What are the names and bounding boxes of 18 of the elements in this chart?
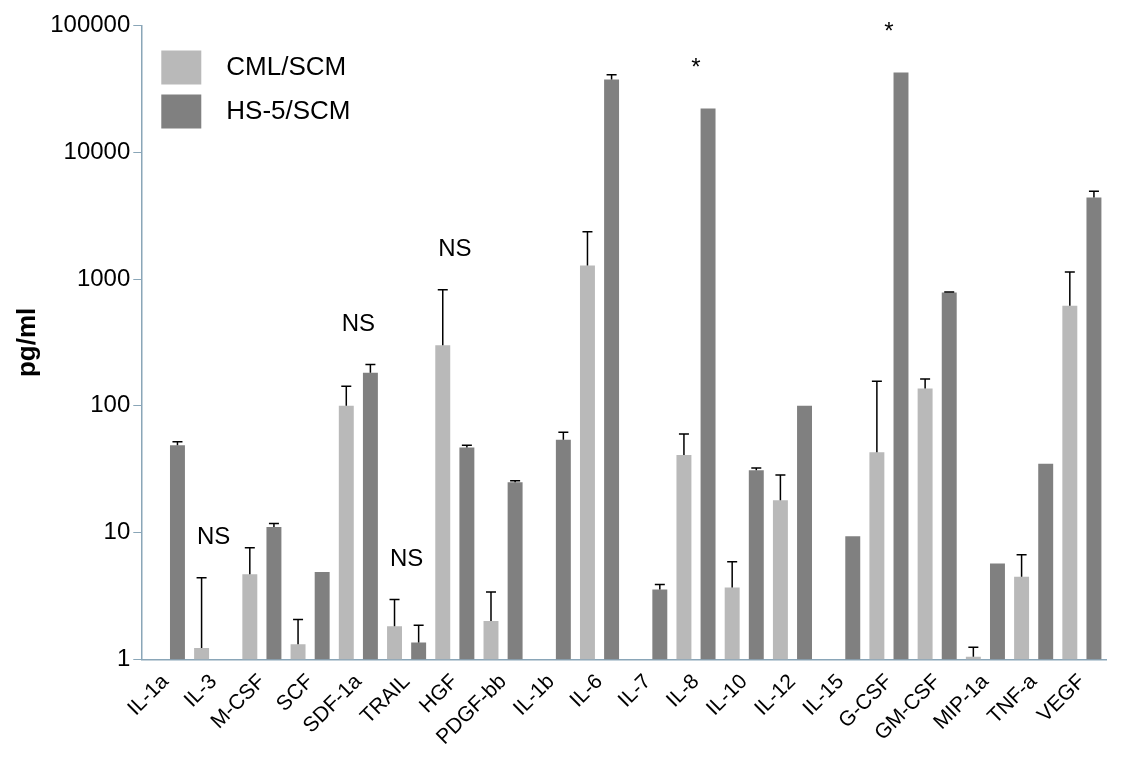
y-tick-label: 10 <box>103 517 131 545</box>
annotation: NS <box>438 234 472 262</box>
x-tick-label: IL-7 <box>612 669 655 711</box>
y-tick-label: 1000 <box>76 263 131 291</box>
legend-label: HS-5/SCM <box>226 94 351 125</box>
y-tick-label: 10000 <box>63 136 131 164</box>
x-tick-label: IL-6 <box>564 669 607 711</box>
y-tick-label: 100 <box>90 390 131 418</box>
annotation: NS <box>389 544 424 572</box>
annotation: NS <box>341 309 376 337</box>
y-tick-label: 1 <box>116 644 131 672</box>
annotation: * <box>884 17 894 45</box>
annotation: * <box>691 53 701 81</box>
y-axis-title: pg/ml <box>10 307 41 378</box>
x-tick-label: IL-8 <box>661 669 703 711</box>
legend-label: CML/SCM <box>226 50 347 81</box>
annotation: NS <box>196 522 231 550</box>
y-tick-label: 100000 <box>50 10 131 38</box>
